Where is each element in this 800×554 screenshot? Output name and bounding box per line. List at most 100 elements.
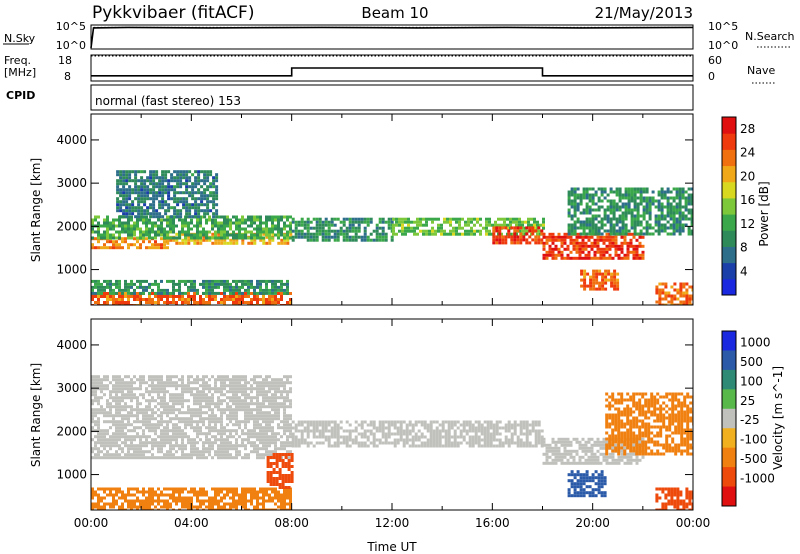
heatmap-cell bbox=[149, 206, 153, 210]
heatmap-cell bbox=[214, 429, 217, 433]
heatmap-cell bbox=[284, 462, 288, 465]
heatmap-cell bbox=[214, 279, 217, 283]
heatmap-cell bbox=[241, 493, 244, 497]
heatmap-cell bbox=[133, 295, 136, 298]
heatmap-cell bbox=[387, 220, 391, 224]
scatter-band bbox=[91, 487, 292, 510]
heatmap-cell bbox=[384, 235, 388, 239]
heatmap-cell bbox=[557, 238, 561, 242]
heatmap-cell bbox=[112, 240, 115, 244]
heatmap-cell bbox=[247, 279, 250, 283]
heatmap-cell bbox=[648, 208, 652, 212]
heatmap-cell bbox=[103, 435, 106, 439]
heatmap-cell bbox=[384, 420, 388, 424]
heatmap-cell bbox=[624, 187, 628, 191]
heatmap-cell bbox=[241, 375, 244, 379]
heatmap-cell bbox=[321, 432, 325, 436]
heatmap-cell bbox=[235, 453, 238, 457]
heatmap-cell bbox=[179, 185, 183, 189]
heatmap-cell bbox=[294, 229, 298, 233]
heatmap-cell bbox=[223, 221, 226, 225]
heatmap-cell bbox=[217, 438, 220, 442]
heatmap-cell bbox=[137, 200, 141, 204]
heatmap-cell bbox=[657, 232, 661, 236]
heatmap-cell bbox=[277, 390, 280, 394]
heatmap-cell bbox=[256, 390, 259, 394]
heatmap-cell bbox=[286, 399, 289, 403]
heatmap-cell bbox=[181, 411, 184, 415]
heatmap-cell bbox=[666, 196, 670, 200]
heatmap-cell bbox=[136, 295, 139, 298]
heatmap-cell bbox=[187, 435, 190, 439]
heatmap-cell bbox=[657, 208, 661, 212]
heatmap-cell bbox=[151, 444, 154, 448]
heatmap-cell bbox=[420, 435, 424, 439]
heatmap-cell bbox=[250, 450, 253, 454]
heatmap-cell bbox=[131, 170, 135, 174]
heatmap-cell bbox=[642, 226, 646, 230]
heatmap-cell bbox=[372, 423, 376, 427]
heatmap-cell bbox=[612, 232, 616, 236]
heatmap-cell bbox=[124, 408, 127, 412]
heatmap-cell bbox=[351, 223, 355, 227]
heatmap-cell bbox=[118, 295, 121, 298]
heatmap-cell bbox=[342, 235, 346, 239]
heatmap-cell bbox=[274, 450, 277, 454]
heatmap-cell bbox=[605, 247, 609, 251]
heatmap-cell bbox=[425, 232, 428, 236]
heatmap-cell bbox=[479, 217, 482, 221]
heatmap-cell bbox=[208, 438, 211, 442]
heatmap-cell bbox=[336, 238, 340, 242]
heatmap-cell bbox=[166, 505, 169, 509]
heatmap-cell bbox=[528, 235, 532, 239]
heatmap-cell bbox=[629, 238, 633, 242]
heatmap-cell bbox=[139, 393, 142, 397]
heatmap-cell bbox=[241, 499, 244, 503]
heatmap-cell bbox=[294, 226, 298, 230]
heatmap-cell bbox=[633, 190, 637, 194]
heatmap-cell bbox=[155, 173, 159, 177]
heatmap-cell bbox=[525, 241, 529, 245]
heatmap-cell bbox=[256, 408, 259, 412]
heatmap-cell bbox=[130, 224, 133, 228]
heatmap-cell bbox=[143, 188, 147, 192]
heatmap-cell bbox=[354, 420, 358, 424]
heatmap-cell bbox=[223, 298, 226, 301]
heatmap-cell bbox=[660, 214, 664, 218]
heatmap-cell bbox=[627, 196, 631, 200]
heatmap-cell bbox=[217, 490, 220, 494]
heatmap-cell bbox=[599, 253, 603, 257]
heatmap-cell bbox=[268, 508, 271, 510]
heatmap-cell bbox=[164, 173, 168, 177]
heatmap-cell bbox=[354, 232, 358, 236]
heatmap-cell bbox=[109, 295, 112, 298]
heatmap-cell bbox=[131, 179, 135, 183]
heatmap-cell bbox=[232, 236, 235, 240]
heatmap-cell bbox=[369, 220, 373, 224]
heatmap-cell bbox=[163, 402, 166, 406]
heatmap-cell bbox=[97, 505, 100, 509]
heatmap-cell bbox=[226, 408, 229, 412]
heatmap-cell bbox=[139, 490, 142, 494]
heatmap-cell bbox=[97, 387, 100, 391]
heatmap-cell bbox=[330, 220, 334, 224]
heatmap-cell bbox=[157, 227, 160, 231]
heatmap-cell bbox=[121, 393, 124, 397]
heatmap-cell bbox=[575, 256, 579, 260]
heatmap-cell bbox=[611, 241, 615, 245]
heatmap-cell bbox=[286, 288, 289, 292]
heatmap-cell bbox=[179, 173, 183, 177]
heatmap-cell bbox=[209, 170, 213, 174]
heatmap-cell bbox=[654, 205, 658, 209]
heatmap-cell bbox=[197, 182, 201, 186]
heatmap-cell bbox=[604, 287, 608, 291]
heatmap-cell bbox=[250, 441, 253, 445]
heatmap-cell bbox=[244, 405, 247, 409]
heatmap-cell bbox=[648, 211, 652, 215]
heatmap-cell bbox=[498, 238, 502, 242]
heatmap-cell bbox=[566, 256, 570, 260]
heatmap-cell bbox=[682, 285, 686, 289]
heatmap-cell bbox=[253, 444, 256, 448]
heatmap-cell bbox=[384, 220, 388, 224]
heatmap-cell bbox=[127, 295, 130, 298]
